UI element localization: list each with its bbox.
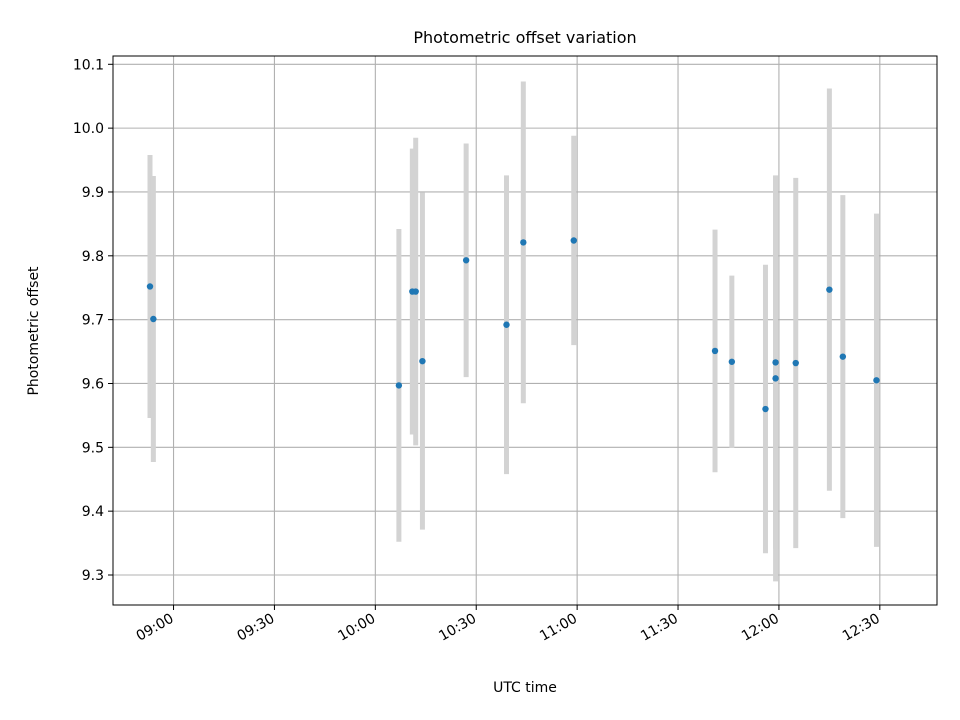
data-point: [503, 321, 510, 328]
data-point: [395, 382, 403, 389]
y-tick-label: 9.4: [82, 504, 104, 520]
y-tick-label: 9.3: [82, 568, 104, 584]
data-point: [412, 288, 419, 295]
data-point: [462, 257, 470, 264]
data-point: [711, 347, 719, 355]
data-point: [792, 359, 799, 367]
data-point: [520, 239, 527, 246]
data-point: [150, 315, 157, 323]
chart-title: Photometric offset variation: [413, 28, 636, 47]
y-tick-label: 9.9: [82, 185, 104, 201]
data-point: [762, 405, 769, 413]
data-point: [873, 377, 880, 384]
y-tick-label: 10.0: [73, 121, 104, 137]
y-axis-ticks: 9.3 9.4 9.5 9.6 9.7 9.8 9.9 10.0 10.1: [73, 57, 113, 584]
data-point: [826, 286, 833, 293]
data-points: [146, 237, 880, 413]
data-point: [772, 359, 779, 366]
y-tick-label: 10.1: [73, 57, 104, 73]
y-tick-label: 9.6: [82, 376, 104, 392]
data-point: [419, 357, 426, 365]
x-axis-label: UTC time: [493, 680, 557, 696]
y-axis-label: Photometric offset: [26, 266, 42, 396]
data-point: [839, 353, 847, 360]
data-point: [728, 358, 736, 365]
data-point: [146, 283, 154, 290]
y-tick-label: 9.8: [82, 249, 104, 265]
plot-frame: [112, 55, 938, 606]
data-point: [772, 375, 779, 382]
y-tick-label: 9.7: [82, 313, 104, 329]
data-point: [570, 237, 577, 244]
y-tick-label: 9.5: [82, 440, 104, 456]
